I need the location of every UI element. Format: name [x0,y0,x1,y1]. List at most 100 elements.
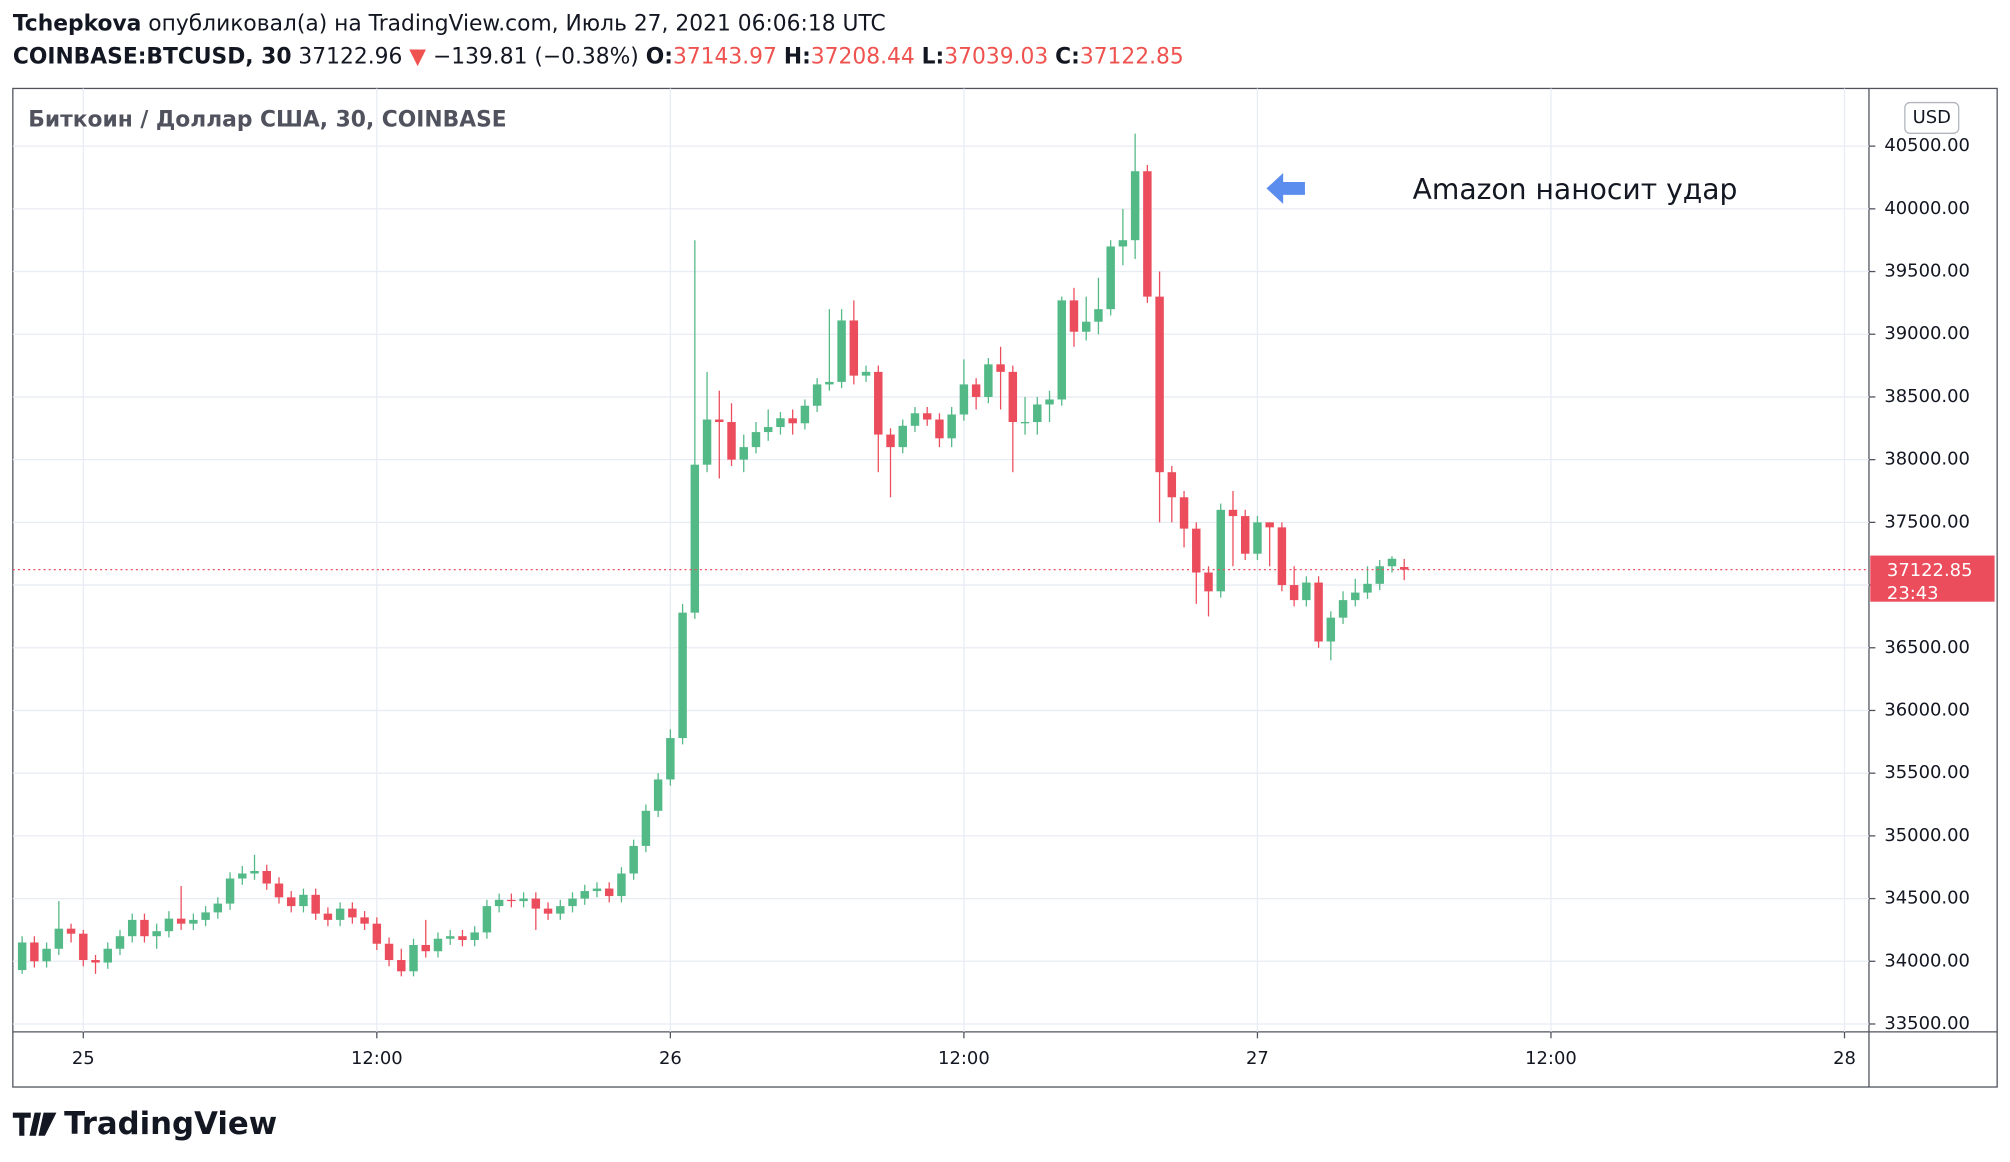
candle-body [127,919,137,937]
candle-body [886,434,895,448]
candle-body [1106,246,1115,310]
y-tick-label: 35500.00 [1884,762,1970,783]
candle-body [1314,582,1323,642]
c-value: 37122.85 [1080,45,1184,70]
candle-body [1130,171,1140,241]
candle-body [30,942,39,962]
candle-body [115,936,125,949]
candle-body [1240,516,1250,554]
candle-body [556,906,565,914]
candle-body [898,425,907,448]
candle-body [201,912,210,920]
candle-body [1338,600,1348,618]
candle-body [372,923,382,944]
candle-body [763,427,773,433]
candle-body [1033,404,1042,423]
candle-body [874,371,883,435]
grid: 33500.00 34000.00 34500.00 35000.00 35500.00… [12,88,1970,1069]
candle-body [996,364,1005,372]
candle-body [189,919,198,924]
l-label: L: [922,45,945,70]
candle-body [678,612,687,739]
candle-body [751,432,761,448]
candle-body [690,464,700,613]
y-tick-label: 38000.00 [1884,449,1970,470]
candle-body [1192,528,1201,573]
candle-body [1204,572,1213,592]
candle-body [262,870,271,884]
candle-body [1326,617,1336,642]
candle-body [1057,300,1066,400]
y-tick-label: 40500.00 [1884,135,1970,156]
price-tag-value: 37122.85 [1887,560,1973,581]
published: опубликовал(а) на TradingView.com, Июль … [148,11,885,36]
y-tick-label: 34500.00 [1884,888,1970,909]
c-label: C: [1055,45,1080,70]
l-value: 37039.03 [944,45,1048,70]
candle-body [348,908,357,918]
candle-body [629,845,638,874]
candle-body [360,917,369,924]
candle-body [617,873,626,897]
candle-body [1216,509,1225,592]
price-tag-countdown: 23:43 [1887,583,1939,604]
currency-box [1904,101,1960,134]
y-tick-label: 35000.00 [1884,825,1970,846]
candle-body [1045,399,1054,405]
candle-body [947,414,956,439]
candle-body [1265,522,1274,528]
o-label: O: [646,45,673,70]
candle-body [91,960,100,963]
candle-body [458,936,467,940]
price-tag-box [1870,555,1995,602]
y-tick-label: 36500.00 [1884,637,1970,658]
h-label: H: [784,45,811,70]
candle-body [1094,309,1103,322]
candle-body [397,960,406,972]
candle-body [433,938,443,952]
candle-body [971,384,981,397]
candle-body [1118,240,1128,247]
candle-body [604,888,614,897]
candle-body [507,899,516,902]
candle-body [54,928,64,949]
candle-body [1253,522,1262,554]
candle-body [531,898,541,909]
y-tick-label: 36000.00 [1884,699,1970,720]
y-tick-label: 34000.00 [1884,950,1970,971]
y-tick-label: 39500.00 [1884,261,1970,282]
candle-body [250,870,259,874]
candle-body [788,418,797,424]
candle-body [653,779,663,811]
o-value: 37143.97 [673,45,777,70]
candle-body [103,948,112,963]
candle-body [1351,592,1360,601]
candles [12,133,1869,977]
candle-body [1363,583,1372,593]
logo: TradingView [12,1106,277,1142]
header-line-1: Tchepkova опубликовал(а) на TradingView.… [13,11,886,36]
y-tick-label: 33500.00 [1884,1013,1970,1034]
candle-body [1289,585,1299,601]
candle-body [286,897,296,907]
candle-body [641,810,651,846]
y-tick-label: 37500.00 [1884,511,1970,532]
candle-body [470,932,479,940]
candle-body [164,918,174,932]
candle-body [1020,422,1030,424]
x-tick-label: 26 [659,1048,682,1069]
candle-body [152,931,161,937]
candle-body [445,936,455,939]
candle-body [1375,566,1384,584]
candle-body [1069,300,1079,332]
candle-body [592,888,602,892]
candle-body [274,883,284,898]
down-triangle: ▼ [402,45,433,70]
change: −139.81 (−0.38%) [433,45,639,70]
candle-body [739,447,748,460]
candle-body [17,942,27,971]
header-line-2: COINBASE:BTCUSD, 30 37122.96 ▼ −139.81 (… [13,45,1184,70]
y-tick-label: 39000.00 [1884,323,1970,344]
y-tick-label: 40000.00 [1884,198,1970,219]
